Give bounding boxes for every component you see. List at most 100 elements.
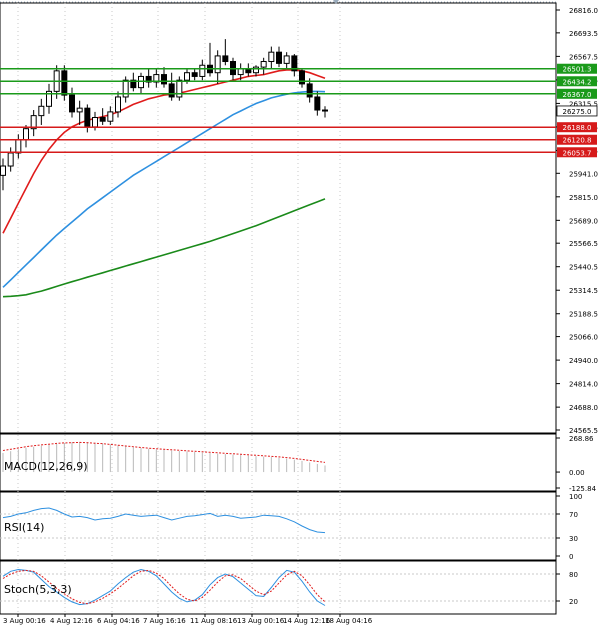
candle-body bbox=[76, 107, 83, 113]
candle-body bbox=[168, 83, 175, 98]
candle-body bbox=[161, 74, 167, 85]
macd-ytick-label: 0.00 bbox=[569, 469, 585, 477]
panel-border-2 bbox=[0, 491, 557, 561]
rsi-label: RSI(14) bbox=[4, 521, 44, 534]
price-ytick-label: 26816.0 bbox=[569, 7, 598, 15]
price-level-tag bbox=[557, 88, 597, 99]
candle-body bbox=[214, 55, 221, 74]
candle-body bbox=[245, 68, 252, 74]
price-ytick-label: 24688.0 bbox=[569, 404, 598, 412]
price-ytick-label: 25566.5 bbox=[569, 240, 598, 248]
price-ytick-label: 26315.5 bbox=[569, 100, 598, 108]
shift-marker-icon bbox=[333, 0, 339, 4]
candle-body bbox=[0, 165, 6, 176]
current-price-label: 26275.0 bbox=[563, 108, 592, 116]
price-ytick-label: 25815.0 bbox=[569, 194, 598, 202]
price-ytick-label: 24565.5 bbox=[569, 427, 598, 435]
candle-body bbox=[138, 75, 144, 89]
candle-body bbox=[130, 79, 137, 89]
xtick-label: 4 Aug 12:16 bbox=[50, 617, 93, 625]
macd-label: MACD(12,26,9) bbox=[4, 460, 88, 473]
stoch-label: Stoch(5,3,3) bbox=[4, 583, 72, 596]
panel-border-1 bbox=[0, 433, 557, 492]
price-level-tag bbox=[557, 76, 597, 87]
price-ytick-label: 25066.0 bbox=[569, 334, 598, 342]
candle-body bbox=[145, 75, 152, 83]
xtick-label: 11 Aug 08:16 bbox=[190, 617, 238, 625]
xtick-label: 14 Aug 12:16 bbox=[283, 617, 331, 625]
candle-body bbox=[107, 111, 114, 122]
candle-body bbox=[253, 66, 259, 74]
candle-body bbox=[99, 116, 106, 122]
price-level-tag bbox=[557, 63, 597, 74]
candle-body bbox=[153, 74, 160, 83]
rsi-ytick-label: 0 bbox=[569, 553, 573, 561]
candle-body bbox=[176, 79, 183, 98]
candle-body bbox=[237, 68, 244, 76]
moving-average-line-1 bbox=[2, 90, 326, 288]
current-price-tag bbox=[556, 105, 598, 117]
price-level-label: 26501.3 bbox=[563, 66, 592, 74]
price-level-label: 26367.0 bbox=[563, 91, 592, 99]
price-level-tag bbox=[557, 134, 597, 145]
xtick-label: 7 Aug 16:16 bbox=[143, 617, 186, 625]
candle-body bbox=[38, 105, 45, 117]
stoch-line-1 bbox=[2, 569, 326, 605]
candle-body bbox=[268, 51, 275, 63]
macd-ytick-label: -125.84 bbox=[569, 485, 597, 493]
xtick-label: 6 Aug 04:16 bbox=[97, 617, 140, 625]
candle-body bbox=[92, 116, 98, 128]
candle-body bbox=[191, 72, 198, 77]
candle-body bbox=[199, 64, 206, 77]
candle-body bbox=[276, 51, 282, 64]
rsi-ytick-label: 100 bbox=[569, 493, 582, 501]
price-ytick-label: 26693.5 bbox=[569, 30, 598, 38]
stoch-line-0 bbox=[2, 568, 326, 606]
price-ytick-label: 24940.0 bbox=[569, 357, 598, 365]
stoch-ytick-label: 80 bbox=[569, 571, 578, 579]
candle-body bbox=[322, 109, 328, 112]
rsi-line bbox=[2, 507, 326, 534]
price-ytick-label: 25440.5 bbox=[569, 264, 598, 272]
candle-body bbox=[23, 128, 29, 141]
candle-body bbox=[283, 55, 290, 64]
macd-ytick-label: 268.86 bbox=[569, 435, 594, 443]
price-ytick-label: 26567.5 bbox=[569, 53, 598, 61]
candle-body bbox=[115, 96, 121, 113]
candle-body bbox=[61, 70, 68, 96]
candle-body bbox=[122, 79, 129, 98]
price-level-tag bbox=[557, 122, 597, 133]
panel-border-3 bbox=[0, 560, 557, 615]
price-level-tag bbox=[557, 147, 597, 158]
candle-body bbox=[222, 55, 229, 63]
price-level-label: 26120.8 bbox=[563, 137, 592, 145]
xtick-label: 13 Aug 00:16 bbox=[237, 617, 285, 625]
macd-signal-line bbox=[2, 441, 326, 463]
price-level-label: 26434.2 bbox=[563, 78, 592, 86]
candle-body bbox=[314, 96, 321, 111]
candle-body bbox=[306, 83, 313, 98]
price-ytick-label: 25188.5 bbox=[569, 311, 598, 319]
xtick-label: 3 Aug 00:16 bbox=[3, 617, 46, 625]
moving-average-line-2 bbox=[2, 198, 326, 298]
candle-body bbox=[84, 107, 91, 128]
stoch-ytick-label: 20 bbox=[569, 598, 578, 606]
candle-body bbox=[299, 70, 305, 85]
price-level-label: 26053.7 bbox=[563, 149, 592, 157]
price-level-label: 26188.0 bbox=[563, 124, 592, 132]
rsi-ytick-label: 30 bbox=[569, 535, 578, 543]
candle-body bbox=[291, 55, 298, 72]
price-ytick-label: 25941.0 bbox=[569, 170, 598, 178]
candle-body bbox=[46, 90, 52, 107]
candle-body bbox=[69, 94, 75, 113]
candle-body bbox=[7, 152, 14, 167]
candle-body bbox=[260, 61, 267, 68]
rsi-ytick-label: 70 bbox=[569, 511, 578, 519]
candle-body bbox=[15, 139, 22, 154]
candle-body bbox=[30, 115, 37, 130]
xtick-label: 18 Aug 04:16 bbox=[325, 617, 373, 625]
price-ytick-label: 25314.5 bbox=[569, 287, 598, 295]
price-ytick-label: 24814.0 bbox=[569, 381, 598, 389]
